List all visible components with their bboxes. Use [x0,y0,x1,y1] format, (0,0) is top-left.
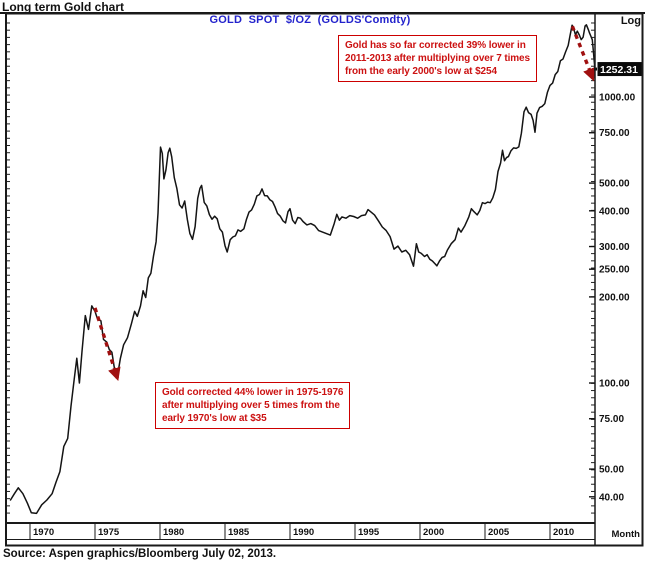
annotation-1975-correction: Gold corrected 44% lower in 1975-1976 af… [155,382,351,429]
chart-title: GOLD SPOT $/OZ (GOLDS'Comdty) [209,14,411,26]
source-credit: Source: Aspen graphics/Bloomberg July 02… [3,548,277,560]
x-tick-label: 2000 [423,527,444,538]
x-tick-label: 1980 [163,527,184,538]
y-tick-label: 750.00 [599,128,630,139]
chart-frame [5,12,644,547]
last-price-label: 1252.31 [600,64,638,76]
y-tick-label: 250.00 [599,265,630,276]
x-tick-label: 1975 [98,527,120,538]
x-tick-label: 1985 [228,527,250,538]
x-tick-label: 1970 [33,527,54,538]
x-tick-label: 2010 [553,527,574,538]
y-tick-label: 40.00 [599,492,624,503]
y-tick-label: 300.00 [599,242,630,253]
month-unit-label: Month [612,529,641,540]
x-tick-label: 2005 [488,527,510,538]
x-tick-label: 1995 [358,527,380,538]
y-tick-label: 400.00 [599,206,630,217]
last-price-tag [597,62,642,77]
y-tick-label: 75.00 [599,414,624,425]
y-tick-label: 50.00 [599,465,624,476]
y-tick-label: 1000.00 [599,93,636,104]
page-title: Long term Gold chart [2,0,125,14]
y-tick-label: 500.00 [599,179,630,190]
y-tick-label: 100.00 [599,379,630,390]
x-tick-label: 1990 [293,527,314,538]
correction-arrow-2011 [570,25,596,82]
y-tick-label: 200.00 [599,292,630,303]
log-scale-label: Log [621,15,641,27]
correction-arrow-1975 [93,307,121,381]
gold-price-line [9,24,596,515]
annotation-2011-correction: Gold has so far corrected 39% lower in 2… [338,35,537,82]
